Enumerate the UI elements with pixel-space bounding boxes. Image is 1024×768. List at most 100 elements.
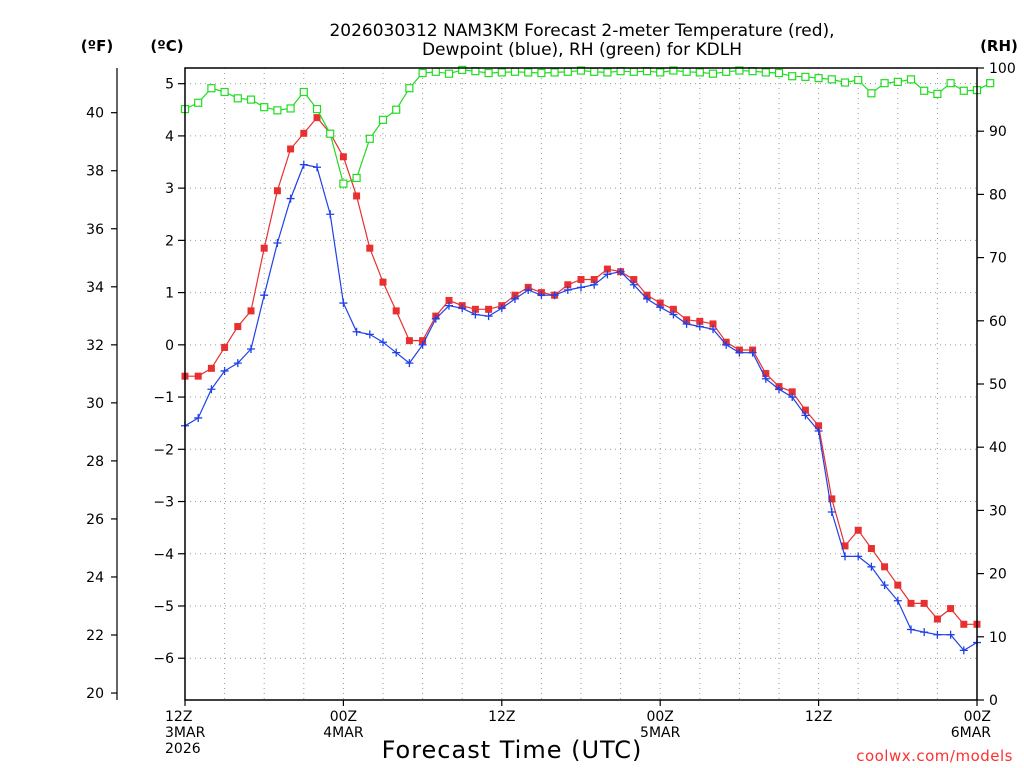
x-tick-label: 3MAR bbox=[165, 725, 206, 741]
rh-tick-label: 100 bbox=[989, 61, 1016, 77]
x-tick-label: 12Z bbox=[488, 709, 515, 725]
dewpoint-point bbox=[392, 348, 401, 357]
temperature-point bbox=[788, 388, 796, 396]
dewpoint-point bbox=[537, 291, 546, 300]
rh-point bbox=[946, 79, 955, 88]
x-tick-label: 5MAR bbox=[640, 725, 681, 741]
axes: 543210−1−2−3−4−5−64038363432302826242220… bbox=[86, 61, 1016, 757]
temperature-point bbox=[194, 372, 202, 380]
temperature-point bbox=[247, 307, 255, 315]
temperature-point bbox=[234, 323, 242, 331]
series-layer bbox=[180, 65, 995, 655]
temperature-point bbox=[867, 545, 875, 553]
rh-tick-label: 10 bbox=[989, 630, 1007, 646]
dewpoint-point bbox=[326, 210, 335, 219]
x-tick-label: 12Z bbox=[805, 709, 832, 725]
dewpoint-point bbox=[365, 330, 374, 339]
rh-point bbox=[286, 104, 295, 113]
rh-tick-label: 0 bbox=[989, 693, 998, 709]
dewpoint-point bbox=[247, 345, 255, 354]
dewpoint-point bbox=[682, 319, 691, 328]
dewpoint-point bbox=[656, 303, 665, 312]
grid-lines bbox=[185, 68, 977, 700]
rh-point bbox=[246, 95, 256, 104]
temperature-point bbox=[471, 305, 479, 313]
temperature-point bbox=[947, 605, 955, 613]
temperature-point bbox=[933, 615, 941, 623]
dewpoint-point bbox=[841, 552, 849, 561]
rh-tick-label: 50 bbox=[989, 377, 1007, 393]
dewpoint-point bbox=[946, 630, 955, 639]
temperature-point bbox=[485, 305, 493, 313]
dewpoint-point bbox=[761, 374, 770, 383]
temperature-point bbox=[392, 307, 400, 315]
celsius-unit-label: (ºC) bbox=[150, 37, 183, 55]
temperature-point bbox=[709, 320, 717, 328]
dewpoint-point bbox=[352, 327, 361, 336]
x-tick-label: 12Z bbox=[165, 709, 192, 725]
dewpoint-point bbox=[299, 160, 308, 169]
rh-point bbox=[378, 115, 388, 124]
dewpoint-point bbox=[959, 646, 968, 655]
rh-point bbox=[537, 68, 546, 78]
temperature-point bbox=[445, 296, 453, 304]
rh-point bbox=[510, 67, 520, 76]
temperature-point bbox=[590, 276, 598, 284]
rh-point bbox=[735, 66, 744, 75]
temperature-point bbox=[300, 129, 308, 137]
rh-point bbox=[840, 78, 850, 87]
dewpoint-point bbox=[431, 314, 440, 323]
rh-point bbox=[365, 134, 374, 143]
dewpoint-point bbox=[524, 285, 533, 294]
dewpoint-point bbox=[550, 291, 559, 300]
x-axis-label: Forecast Time (UTC) bbox=[382, 736, 643, 764]
rh-point bbox=[312, 104, 322, 114]
rh-point bbox=[788, 72, 797, 81]
dewpoint-point bbox=[286, 194, 295, 203]
dewpoint-line bbox=[184, 163, 978, 652]
rh-point bbox=[233, 94, 242, 103]
fahrenheit-tick-label: 30 bbox=[86, 396, 104, 412]
temperature-point bbox=[815, 422, 823, 430]
dewpoint-point bbox=[260, 291, 269, 300]
dewpoint-point bbox=[643, 294, 651, 303]
dewpoint-point bbox=[603, 270, 612, 279]
rh-point bbox=[603, 68, 612, 77]
fahrenheit-tick-label: 26 bbox=[86, 512, 104, 528]
rh-tick-label: 20 bbox=[989, 567, 1007, 583]
rh-point bbox=[339, 179, 348, 188]
rh-point bbox=[656, 68, 665, 77]
dewpoint-point bbox=[669, 310, 678, 319]
dewpoint-point bbox=[907, 625, 915, 634]
rh-point bbox=[695, 68, 704, 77]
rh-point bbox=[405, 84, 414, 93]
rh-point bbox=[576, 66, 586, 75]
temperature-point bbox=[603, 265, 611, 273]
fahrenheit-tick-label: 22 bbox=[86, 628, 104, 644]
temperature-point bbox=[577, 276, 585, 284]
rh-tick-label: 80 bbox=[989, 187, 1007, 203]
celsius-tick-label: 4 bbox=[165, 129, 174, 145]
series-dewpoint bbox=[181, 160, 981, 655]
dewpoint-point bbox=[497, 304, 506, 313]
rh-point bbox=[933, 89, 942, 99]
fahrenheit-tick-label: 40 bbox=[86, 106, 104, 122]
dewpoint-point bbox=[827, 507, 836, 516]
rh-point bbox=[352, 173, 361, 183]
fahrenheit-tick-label: 32 bbox=[86, 338, 104, 354]
dewpoint-point bbox=[220, 366, 229, 375]
temperature-point bbox=[221, 343, 229, 351]
temperature-point bbox=[683, 316, 691, 324]
dewpoint-point bbox=[695, 322, 704, 331]
celsius-tick-label: 3 bbox=[165, 181, 174, 197]
dewpoint-point bbox=[484, 312, 493, 321]
chart-title: 2026030312 NAM3KM Forecast 2-meter Tempe… bbox=[329, 21, 834, 60]
dewpoint-point bbox=[709, 325, 717, 334]
dewpoint-point bbox=[233, 359, 242, 368]
dewpoint-point bbox=[418, 340, 427, 349]
credit-text: coolwx.com/models bbox=[856, 747, 1013, 765]
rh-point bbox=[484, 68, 493, 78]
fahrenheit-unit-label: (ºF) bbox=[81, 37, 113, 55]
rh-point bbox=[590, 67, 599, 76]
dewpoint-point bbox=[788, 393, 797, 402]
